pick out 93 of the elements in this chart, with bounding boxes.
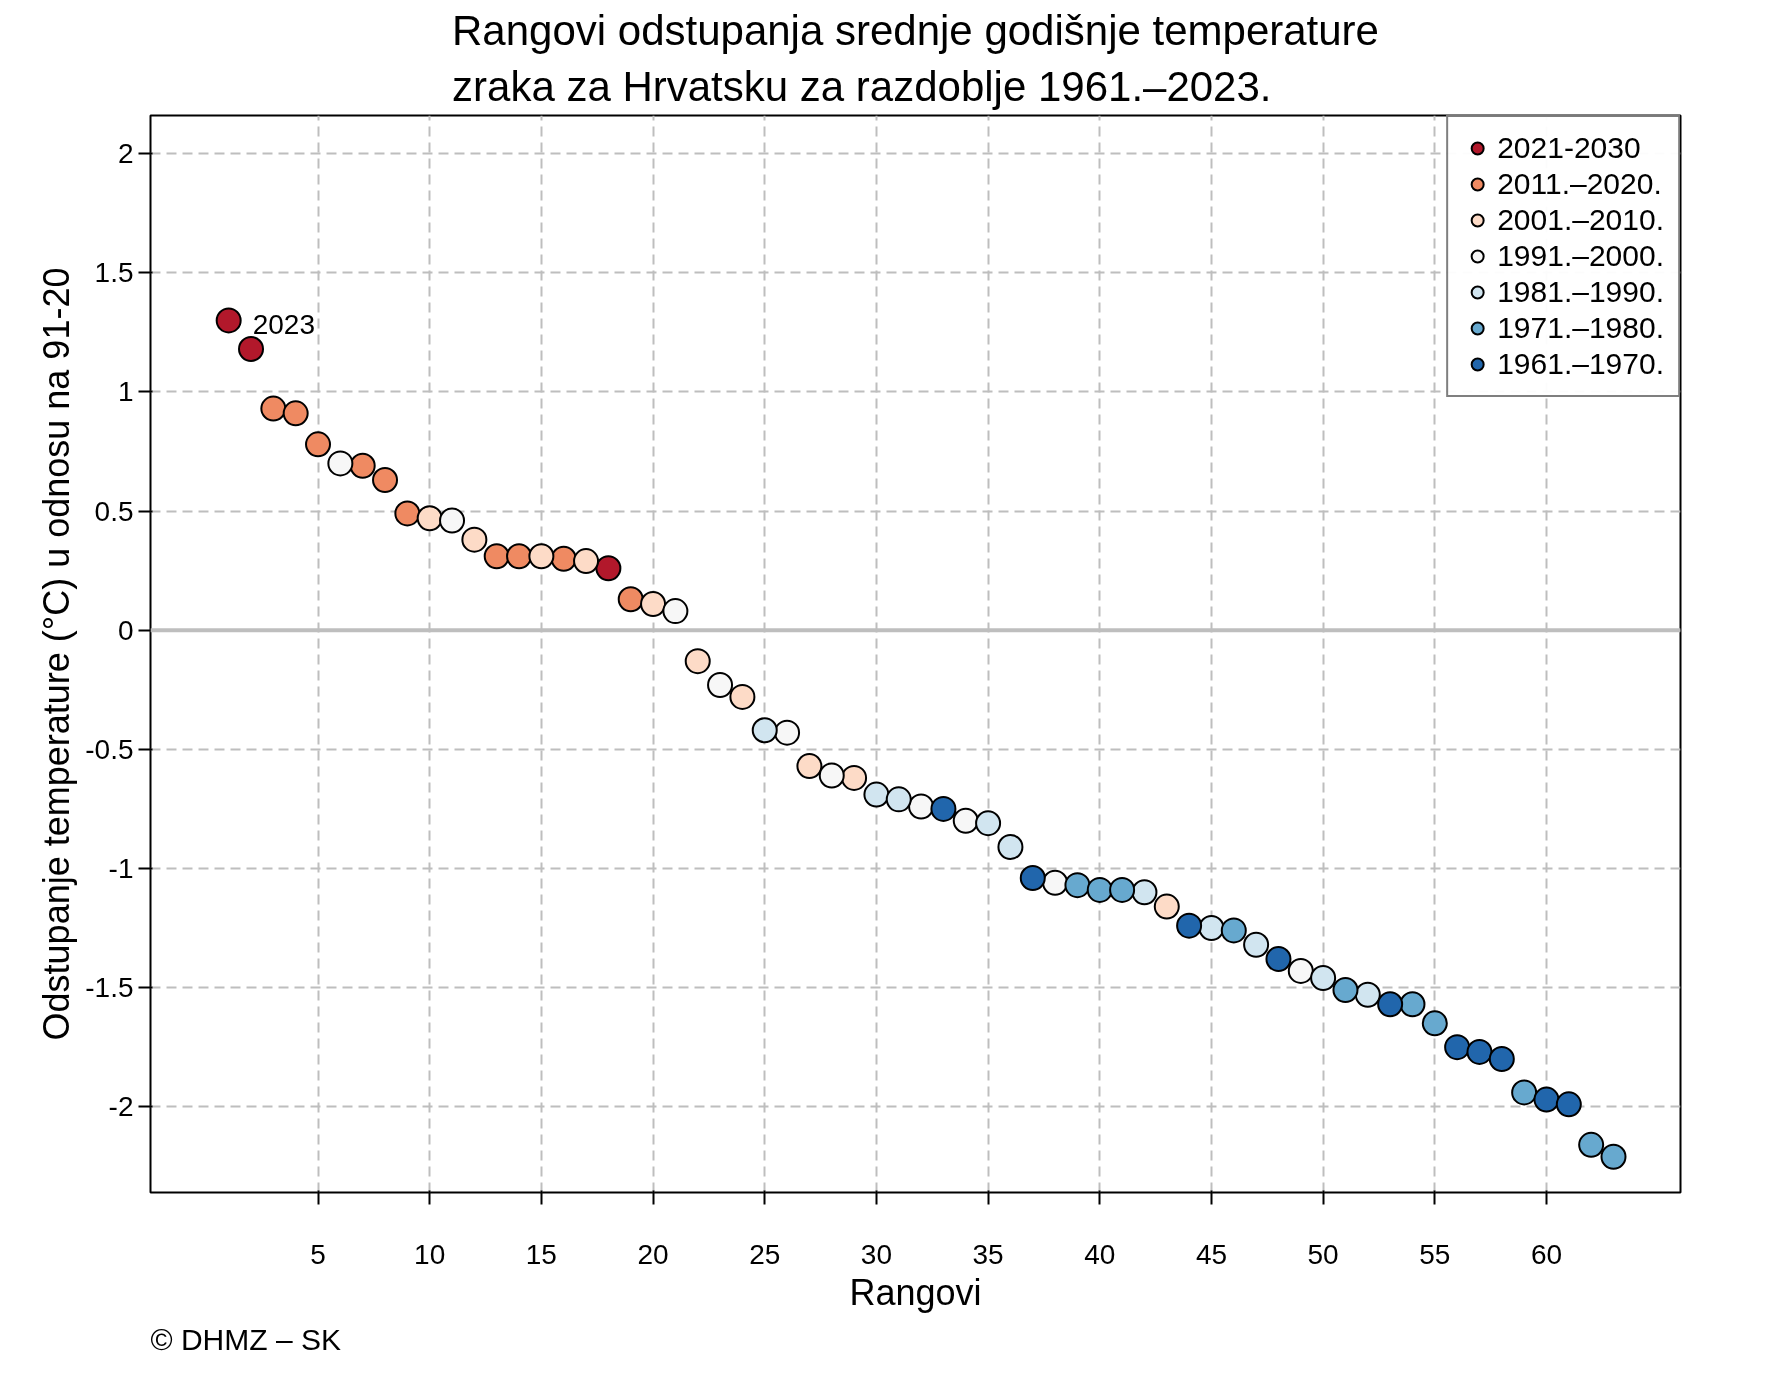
point [260, 395, 287, 422]
point [885, 786, 912, 813]
x-axis-title: Rangovi [849, 1271, 982, 1313]
point [1287, 957, 1314, 984]
point [1466, 1038, 1493, 1065]
point [930, 795, 957, 822]
point [952, 807, 979, 834]
annotation: 2023 [252, 309, 315, 341]
point [640, 590, 667, 617]
point [1086, 876, 1113, 903]
point [908, 793, 935, 820]
point [729, 683, 756, 710]
point [617, 586, 644, 613]
point [1488, 1046, 1515, 1073]
point [305, 431, 332, 458]
point [439, 507, 466, 534]
point [975, 810, 1002, 837]
point [1444, 1034, 1471, 1061]
point [796, 753, 823, 779]
point [707, 672, 734, 698]
point [349, 452, 376, 479]
legend-label: 1971.–1980. [1497, 311, 1664, 345]
point [818, 762, 845, 789]
point [1064, 872, 1091, 899]
point [1310, 965, 1337, 992]
point [416, 505, 443, 532]
point [282, 400, 309, 427]
legend-label: 1981.–1990. [1497, 275, 1664, 309]
y-tick-label: 2 [117, 138, 134, 170]
y-tick-label: 0 [117, 614, 134, 646]
point [1019, 865, 1046, 891]
chart-title: Rangovi odstupanja srednje godišnje temperature zraka za Hrvatsku za razdoblje 1961.–2023. [452, 7, 1379, 111]
point [394, 500, 421, 527]
point [461, 526, 488, 553]
y-tick-label: -1.5 [85, 972, 134, 1004]
point [483, 543, 510, 570]
legend-label: 1961.–1970. [1497, 347, 1664, 381]
x-tick-label: 55 [1419, 1238, 1451, 1270]
y-tick-label: 1.5 [94, 257, 134, 289]
text: © DHMZ – SK [150, 1322, 341, 1356]
x-tick-label: 40 [1084, 1238, 1116, 1270]
y-tick-label: 1 [117, 376, 134, 408]
legend-label: 1991.–2000. [1497, 239, 1664, 273]
x-tick-label: 60 [1530, 1238, 1563, 1270]
legend-label: 2001.–2010. [1497, 203, 1664, 237]
point [1354, 981, 1381, 1008]
point [1109, 876, 1136, 903]
point [372, 467, 399, 494]
y-tick-label: 0.5 [94, 495, 134, 527]
point [238, 336, 265, 362]
point [1533, 1086, 1560, 1113]
point [573, 548, 600, 575]
y-tick-label: -2 [108, 1091, 134, 1123]
x-tick-label: 10 [414, 1238, 446, 1270]
point [327, 450, 354, 477]
point [1555, 1091, 1582, 1118]
point [662, 598, 689, 625]
x-tick-label: 45 [1195, 1238, 1228, 1270]
point [774, 719, 801, 746]
y-axis-title: Odstupanje temperature (°C) u odnosu na 91-20 [36, 267, 78, 1041]
point [1578, 1131, 1605, 1158]
point [1332, 976, 1359, 1003]
x-tick-label: 25 [749, 1238, 781, 1270]
y-tick-label: -1 [108, 852, 134, 884]
point [841, 764, 868, 791]
point [1176, 912, 1203, 939]
x-tick-label: 35 [972, 1238, 1004, 1270]
point [506, 543, 533, 570]
point [1153, 893, 1180, 920]
x-tick-label: 30 [860, 1238, 892, 1270]
point [1265, 946, 1292, 972]
point [863, 781, 890, 808]
point [595, 555, 622, 582]
point [1220, 917, 1247, 944]
x-tick-label: 20 [637, 1238, 669, 1270]
legend-label: 2021-2030 [1497, 131, 1641, 165]
point [215, 307, 242, 334]
point [997, 834, 1024, 860]
point [1399, 991, 1426, 1018]
x-tick-label: 5 [310, 1238, 326, 1270]
legend-label: 2011.–2020. [1497, 167, 1662, 201]
point [1377, 991, 1404, 1018]
y-tick-label: -0.5 [85, 733, 134, 765]
point [1421, 1010, 1448, 1037]
point [751, 717, 778, 744]
point [1511, 1079, 1538, 1106]
point [1131, 879, 1158, 906]
point [684, 648, 711, 675]
x-tick-label: 15 [525, 1238, 557, 1270]
x-tick-label: 50 [1307, 1238, 1339, 1270]
point [1243, 931, 1270, 958]
point [1600, 1143, 1627, 1170]
point [528, 543, 555, 570]
